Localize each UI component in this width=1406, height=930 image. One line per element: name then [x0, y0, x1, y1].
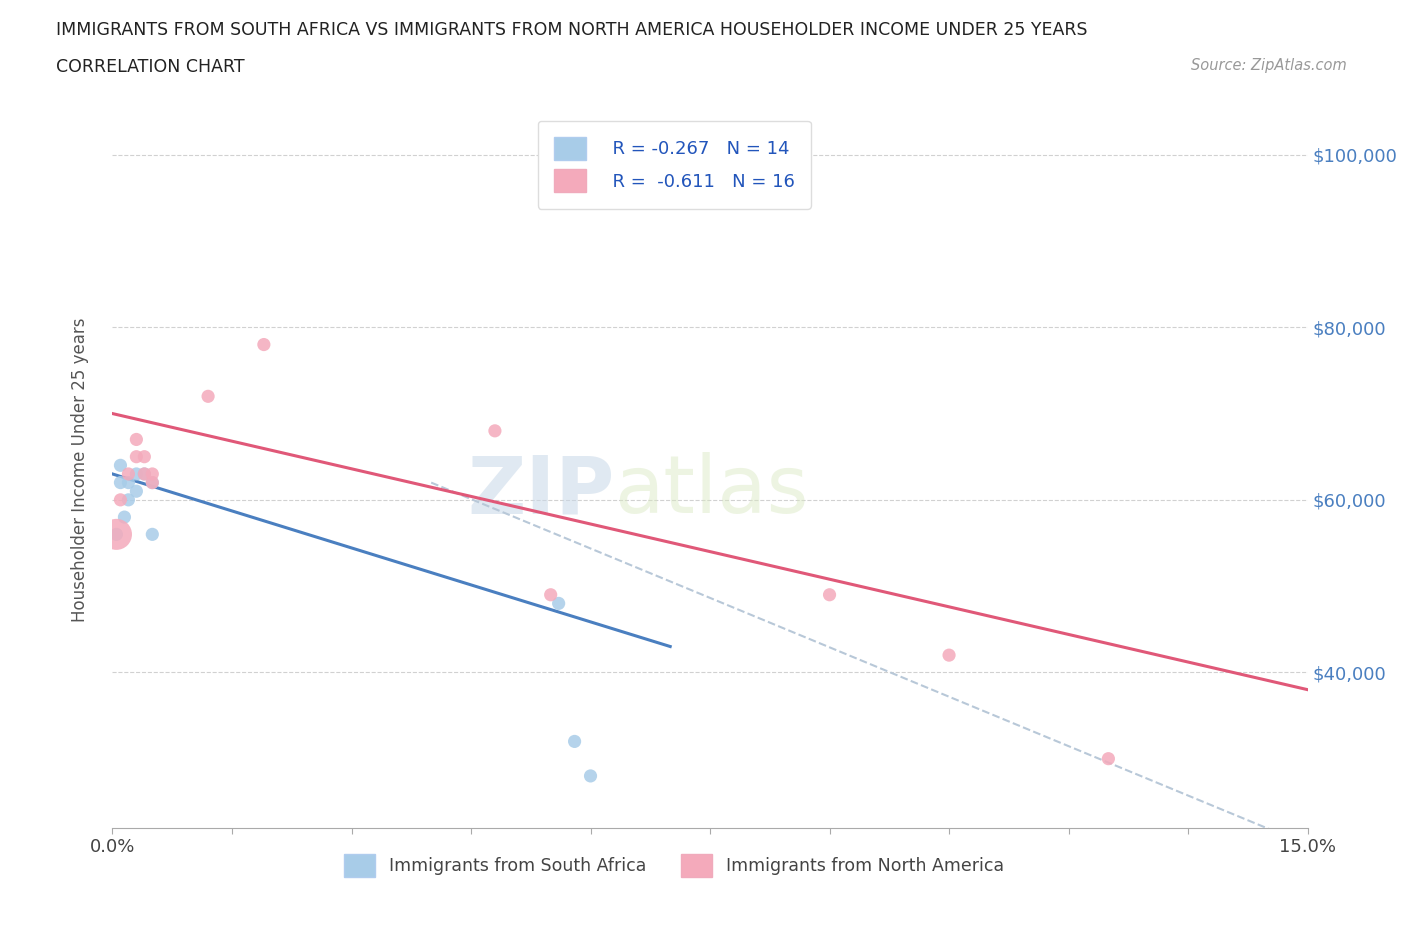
Point — [253, 337, 276, 352]
Text: Source: ZipAtlas.com: Source: ZipAtlas.com — [1191, 58, 1347, 73]
Point — [125, 432, 148, 447]
Point — [484, 423, 506, 438]
Point — [197, 389, 219, 404]
Point — [117, 467, 139, 482]
Point — [105, 527, 128, 542]
Text: ZIP: ZIP — [467, 452, 614, 530]
Point — [141, 467, 163, 482]
Point — [564, 734, 586, 749]
Point — [110, 475, 132, 490]
Point — [540, 588, 562, 603]
Point — [141, 475, 163, 490]
Point — [141, 475, 163, 490]
Point — [110, 458, 132, 472]
Text: atlas: atlas — [614, 452, 808, 530]
Point — [1097, 751, 1119, 766]
Point — [134, 449, 156, 464]
Point — [134, 467, 156, 482]
Point — [117, 492, 139, 507]
Point — [125, 484, 148, 498]
Point — [105, 527, 128, 542]
Text: CORRELATION CHART: CORRELATION CHART — [56, 58, 245, 75]
Point — [938, 647, 960, 662]
Point — [134, 467, 156, 482]
Point — [125, 467, 148, 482]
Y-axis label: Householder Income Under 25 years: Householder Income Under 25 years — [70, 317, 89, 622]
Point — [141, 527, 163, 542]
Point — [579, 768, 602, 783]
Point — [117, 475, 139, 490]
Point — [114, 510, 135, 525]
Point — [547, 596, 569, 611]
Text: IMMIGRANTS FROM SOUTH AFRICA VS IMMIGRANTS FROM NORTH AMERICA HOUSEHOLDER INCOME: IMMIGRANTS FROM SOUTH AFRICA VS IMMIGRAN… — [56, 21, 1088, 39]
Point — [110, 492, 132, 507]
Point — [125, 449, 148, 464]
Legend: Immigrants from South Africa, Immigrants from North America: Immigrants from South Africa, Immigrants… — [337, 847, 1011, 884]
Point — [818, 588, 841, 603]
